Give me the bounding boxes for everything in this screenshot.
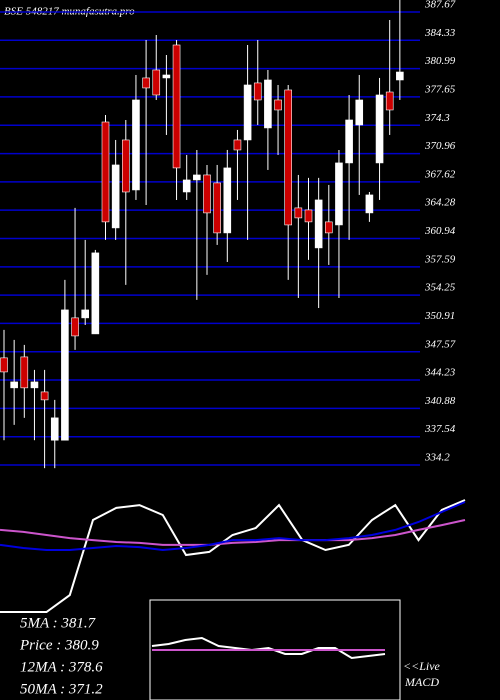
candle-body <box>294 207 303 219</box>
y-tick-label: 367.62 <box>424 168 456 180</box>
y-tick-label: 357.59 <box>424 253 456 265</box>
y-tick-label: 374.3 <box>424 112 450 124</box>
stat: 50MA : 371.2 <box>20 681 103 697</box>
candle-body <box>203 174 211 214</box>
candle-body <box>264 79 272 129</box>
candle-body <box>274 99 282 111</box>
candle-body <box>122 139 130 193</box>
candle-body <box>81 309 89 319</box>
stat: 12MA : 378.6 <box>20 659 103 675</box>
candle-body <box>30 381 39 389</box>
candle-body <box>142 77 150 89</box>
candle-body <box>50 417 59 441</box>
stat: Price : 380.9 <box>19 637 99 653</box>
candle-body <box>101 121 110 223</box>
candle-body <box>355 99 364 126</box>
candle-body <box>284 89 293 226</box>
y-tick-label: 334.2 <box>424 452 450 464</box>
candle-body <box>10 381 18 389</box>
indicator-line <box>0 519 466 546</box>
candle-body <box>335 162 343 226</box>
indicator-line <box>151 636 386 660</box>
candle-body <box>396 71 404 81</box>
stat: 5MA : 381.7 <box>20 615 97 631</box>
candle-body <box>345 119 353 164</box>
y-tick-label: 384.33 <box>424 27 456 39</box>
candle-body <box>375 94 384 164</box>
candle-body <box>193 174 201 181</box>
candle-body <box>253 82 262 101</box>
candle-body <box>61 309 69 441</box>
candle-body <box>91 252 100 335</box>
indicator-label: MACD <box>404 675 439 689</box>
y-tick-label: 377.65 <box>424 83 456 95</box>
candle-body <box>0 357 8 373</box>
candle-body <box>213 182 221 234</box>
indicator-line <box>0 501 466 552</box>
y-tick-label: 340.88 <box>424 395 456 407</box>
candle-body <box>324 221 333 234</box>
y-tick-label: 344.23 <box>424 367 456 379</box>
candle-body <box>243 84 252 141</box>
y-tick-label: 370.96 <box>424 140 456 152</box>
y-tick-label: 360.94 <box>424 225 456 237</box>
y-tick-label: 380.99 <box>424 55 456 67</box>
candle-body <box>20 356 29 389</box>
candle-body <box>182 179 191 193</box>
candle-body <box>152 69 161 96</box>
candle-body <box>71 317 79 337</box>
candle-body <box>314 199 323 249</box>
candle-body <box>233 139 242 151</box>
candle-body <box>385 91 394 111</box>
candle-body <box>40 391 49 401</box>
macd-box <box>149 599 401 700</box>
y-tick-label: 347.57 <box>424 338 456 350</box>
live-link[interactable]: <<Live <box>403 659 441 673</box>
candle-body <box>162 74 171 79</box>
y-tick-label: 350.91 <box>424 310 455 322</box>
y-tick-label: 354.25 <box>424 282 456 294</box>
indicator-line <box>0 499 466 613</box>
y-tick-label: 364.28 <box>424 197 456 209</box>
candle-body <box>111 164 120 229</box>
y-tick-label: 387.67 <box>424 0 456 11</box>
candle-body <box>365 194 374 214</box>
candle-body <box>172 44 181 169</box>
candle-body <box>223 167 232 234</box>
candle-body <box>304 209 313 223</box>
candle-body <box>132 99 140 191</box>
y-tick-label: 337.54 <box>424 423 456 435</box>
